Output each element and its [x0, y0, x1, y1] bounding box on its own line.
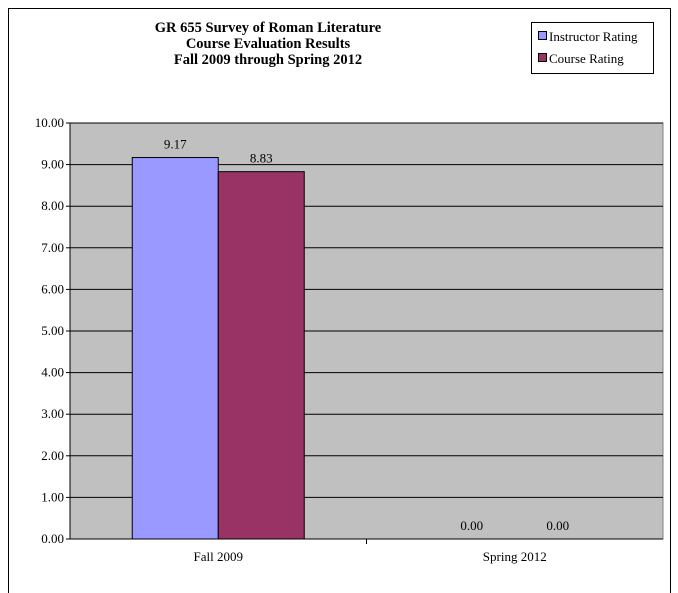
y-tick-label: 7.00: [41, 240, 64, 255]
y-tick-label: 10.00: [35, 115, 64, 130]
y-tick-label: 6.00: [41, 281, 64, 296]
chart-title-line-2: Course Evaluation Results: [185, 36, 351, 52]
y-tick-label: 8.00: [41, 198, 64, 213]
y-tick-label: 1.00: [41, 489, 64, 504]
chart-title-line-3: Fall 2009 through Spring 2012: [173, 52, 363, 68]
data-label: 0.00: [546, 518, 569, 533]
legend: Instructor Rating Course Rating: [531, 22, 654, 74]
legend-item-instructor-rating: Instructor Rating: [538, 29, 637, 45]
data-label: 0.00: [460, 518, 483, 533]
legend-label-course-rating: Course Rating: [549, 51, 624, 66]
y-tick-label: 2.00: [41, 448, 64, 463]
legend-swatch-course-rating: [538, 53, 547, 62]
y-tick-label: 9.00: [41, 157, 64, 172]
legend-item-course-rating: Course Rating: [538, 51, 624, 67]
x-tick-label: Spring 2012: [483, 549, 547, 564]
bar: [217, 171, 305, 540]
data-label: 9.17: [164, 137, 187, 152]
bar: [131, 157, 219, 540]
legend-swatch-instructor-rating: [538, 31, 547, 40]
data-label: 8.83: [250, 151, 273, 166]
legend-label-instructor-rating: Instructor Rating: [549, 29, 638, 44]
y-tick-label: 5.00: [41, 323, 64, 338]
chart-frame: [8, 8, 671, 593]
y-tick-label: 3.00: [41, 406, 64, 421]
chart-title-line-1: GR 655 Survey of Roman Literature: [154, 20, 382, 36]
chart-title: GR 655 Survey of Roman Literature Course…: [148, 20, 388, 68]
x-tick-label: Fall 2009: [194, 549, 243, 564]
y-tick-label: 0.00: [41, 531, 64, 546]
y-tick-label: 4.00: [41, 365, 64, 380]
